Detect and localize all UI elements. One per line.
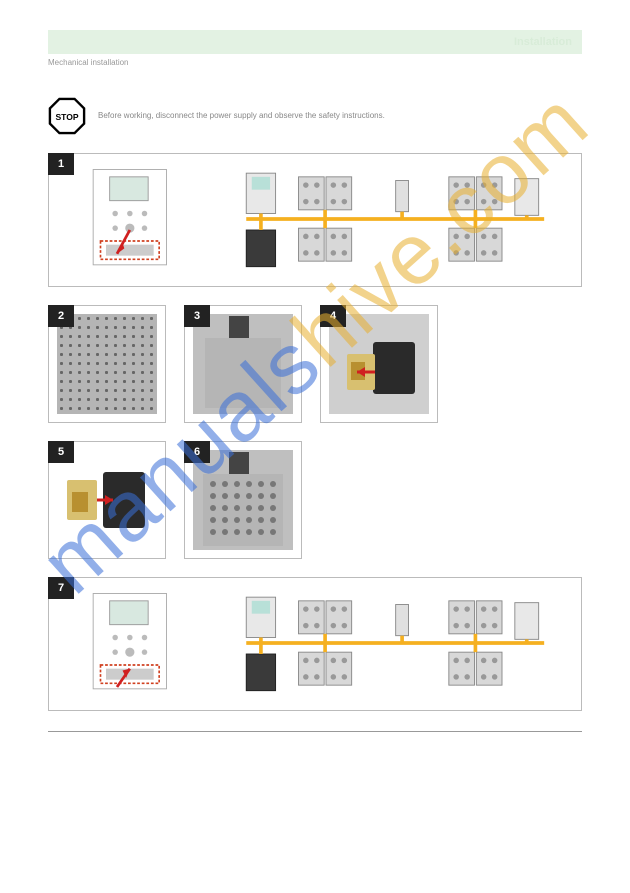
step-panel-6: 6 xyxy=(184,441,302,559)
diagram-step-1 xyxy=(59,164,571,274)
page-footer xyxy=(48,731,582,736)
photo-card-insert xyxy=(193,450,293,550)
step-panel-5: 5 xyxy=(48,441,166,559)
photo-sim-out xyxy=(329,314,429,414)
step-number: 4 xyxy=(320,305,346,327)
step-panel-7: 7 xyxy=(48,577,582,711)
stop-icon: STOP xyxy=(48,97,86,135)
step-row-56: 5 6 xyxy=(48,441,582,559)
step-number: 5 xyxy=(48,441,74,463)
stop-callout: STOP Before working, disconnect the powe… xyxy=(48,97,582,135)
step-number: 7 xyxy=(48,577,74,599)
stop-note: Before working, disconnect the power sup… xyxy=(98,111,385,121)
step-panel-1: 1 xyxy=(48,153,582,287)
section-subtitle: Mechanical installation xyxy=(48,58,582,67)
step-number: 2 xyxy=(48,305,74,327)
stop-label: STOP xyxy=(55,112,78,122)
step-panel-2: 2 xyxy=(48,305,166,423)
photo-module-perf xyxy=(57,314,157,414)
step-number: 3 xyxy=(184,305,210,327)
step-panel-3: 3 xyxy=(184,305,302,423)
step-number: 6 xyxy=(184,441,210,463)
step-row-234: 2 3 4 xyxy=(48,305,582,423)
step-panel-4: 4 xyxy=(320,305,438,423)
diagram-step-7 xyxy=(59,588,571,698)
banner-title: Installation xyxy=(514,36,572,48)
photo-card-eject xyxy=(193,314,293,414)
photo-sim-in xyxy=(57,450,157,550)
step-number: 1 xyxy=(48,153,74,175)
section-banner: Installation xyxy=(48,30,582,54)
